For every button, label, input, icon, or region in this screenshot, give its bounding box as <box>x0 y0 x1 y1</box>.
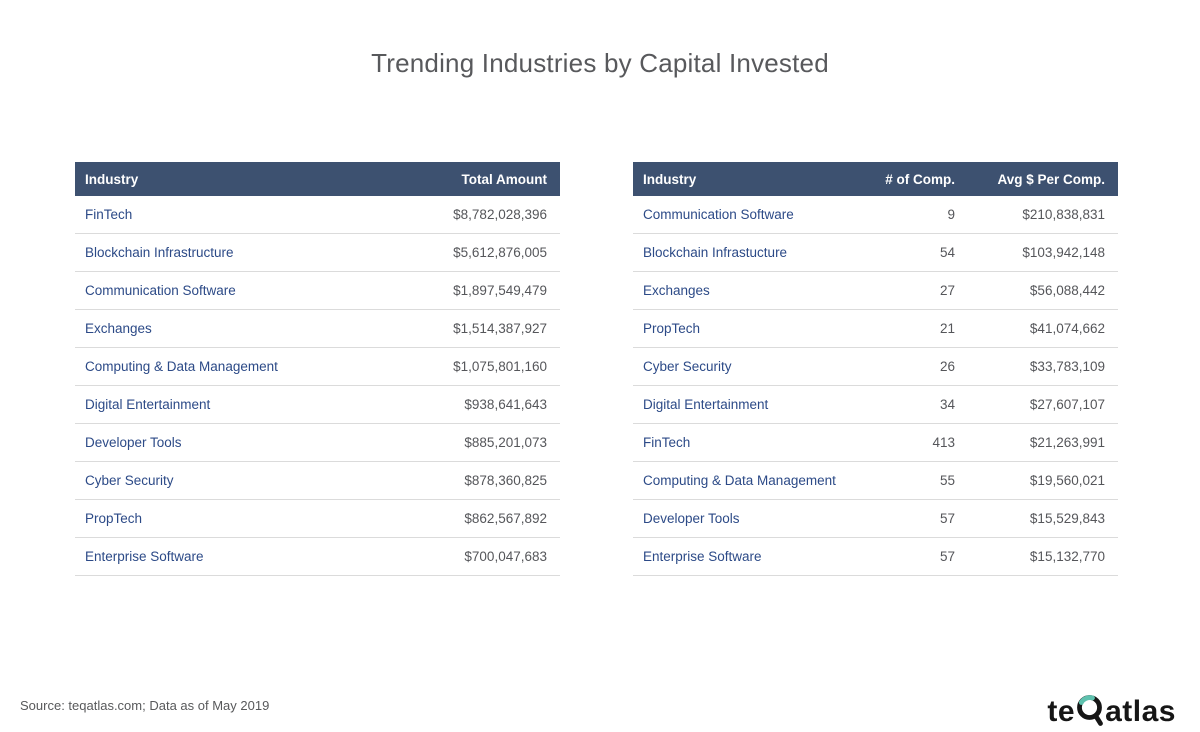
industry-cell: PropTech <box>643 321 701 336</box>
table-row: Digital Entertainment $938,641,643 <box>75 386 560 424</box>
logo-text-pre: te <box>1047 695 1076 728</box>
amount-cell: $1,075,801,160 <box>453 359 547 374</box>
avg-cell: $19,560,021 <box>1029 473 1105 488</box>
table-row: Blockchain Infrastructure $5,612,876,005 <box>75 234 560 272</box>
industry-cell: Computing & Data Management <box>643 473 836 488</box>
industry-cell: Digital Entertainment <box>85 397 211 412</box>
table-row: Enterprise Software $700,047,683 <box>75 538 560 576</box>
table-row: Cyber Security 26 $33,783,109 <box>633 348 1118 386</box>
avg-cell: $27,607,107 <box>1029 397 1105 412</box>
table-row: Developer Tools $885,201,073 <box>75 424 560 462</box>
avg-cell: $33,783,109 <box>1029 359 1105 374</box>
table-row: Digital Entertainment 34 $27,607,107 <box>633 386 1118 424</box>
avg-cell: $103,942,148 <box>1022 245 1105 260</box>
column-header-num-comp: # of Comp. <box>885 171 955 187</box>
industry-cell: Computing & Data Management <box>85 359 278 374</box>
avg-cell: $21,263,991 <box>1029 435 1105 450</box>
avg-cell: $15,132,770 <box>1029 549 1105 564</box>
amount-cell: $862,567,892 <box>464 511 547 526</box>
table-row: Developer Tools 57 $15,529,843 <box>633 500 1118 538</box>
industry-cell: Blockchain Infrastructure <box>85 245 234 260</box>
num-comp-cell: 54 <box>939 245 955 260</box>
num-comp-cell: 413 <box>932 435 955 450</box>
industry-cell: Enterprise Software <box>85 549 204 564</box>
avg-cell: $210,838,831 <box>1022 207 1105 222</box>
industry-cell: Cyber Security <box>85 473 174 488</box>
industry-cell: Communication Software <box>643 207 794 222</box>
column-header-total-amount: Total Amount <box>461 171 547 187</box>
industry-cell: Exchanges <box>85 321 152 336</box>
table-row: Blockchain Infrastucture 54 $103,942,148 <box>633 234 1118 272</box>
industry-cell: FinTech <box>85 207 133 222</box>
avg-cell: $56,088,442 <box>1029 283 1105 298</box>
num-comp-cell: 21 <box>939 321 955 336</box>
amount-cell: $700,047,683 <box>464 549 547 564</box>
amount-cell: $5,612,876,005 <box>453 245 547 260</box>
table-row: Cyber Security $878,360,825 <box>75 462 560 500</box>
table-row: Computing & Data Management $1,075,801,1… <box>75 348 560 386</box>
num-comp-cell: 55 <box>939 473 955 488</box>
table-row: FinTech 413 $21,263,991 <box>633 424 1118 462</box>
source-note: Source: teqatlas.com; Data as of May 201… <box>20 698 270 713</box>
table-row: Exchanges 27 $56,088,442 <box>633 272 1118 310</box>
industry-cell: Exchanges <box>643 283 710 298</box>
industry-cell: Developer Tools <box>643 511 740 526</box>
industry-cell: PropTech <box>85 511 143 526</box>
page-title: Trending Industries by Capital Invested <box>371 48 829 78</box>
amount-cell: $885,201,073 <box>464 435 547 450</box>
teqatlas-logo: te atlas <box>1047 693 1176 729</box>
industry-cell: Digital Entertainment <box>643 397 769 412</box>
num-comp-cell: 9 <box>947 207 955 222</box>
industry-cell: FinTech <box>643 435 691 450</box>
column-header-industry: Industry <box>643 171 697 187</box>
num-comp-cell: 57 <box>939 549 955 564</box>
amount-cell: $878,360,825 <box>464 473 547 488</box>
table-row: Exchanges $1,514,387,927 <box>75 310 560 348</box>
industry-cell: Blockchain Infrastucture <box>643 245 788 260</box>
industry-cell: Enterprise Software <box>643 549 762 564</box>
logo-text-post: atlas <box>1105 695 1176 728</box>
table-header-row: Industry # of Comp. Avg $ Per Comp. <box>633 162 1118 196</box>
amount-cell: $938,641,643 <box>464 397 547 412</box>
amount-cell: $1,897,549,479 <box>453 283 547 298</box>
total-amount-table: Industry Total Amount FinTech $8,782,028… <box>75 162 560 576</box>
industry-cell: Developer Tools <box>85 435 182 450</box>
table-header-row: Industry Total Amount <box>75 162 560 196</box>
table-row: PropTech 21 $41,074,662 <box>633 310 1118 348</box>
amount-cell: $8,782,028,396 <box>453 207 547 222</box>
num-comp-cell: 27 <box>939 283 955 298</box>
num-comp-cell: 57 <box>939 511 955 526</box>
num-comp-cell: 26 <box>939 359 955 374</box>
table-row: FinTech $8,782,028,396 <box>75 196 560 234</box>
column-header-industry: Industry <box>85 171 139 187</box>
table-row: PropTech $862,567,892 <box>75 500 560 538</box>
table-row: Communication Software $1,897,549,479 <box>75 272 560 310</box>
logo-q-icon <box>1077 695 1104 726</box>
num-comp-cell: 34 <box>939 397 955 412</box>
column-header-avg-per-comp: Avg $ Per Comp. <box>997 171 1105 187</box>
table-row: Enterprise Software 57 $15,132,770 <box>633 538 1118 576</box>
avg-cell: $41,074,662 <box>1029 321 1105 336</box>
table-row: Computing & Data Management 55 $19,560,0… <box>633 462 1118 500</box>
industry-cell: Cyber Security <box>643 359 732 374</box>
table-row: Communication Software 9 $210,838,831 <box>633 196 1118 234</box>
amount-cell: $1,514,387,927 <box>453 321 547 336</box>
industry-cell: Communication Software <box>85 283 236 298</box>
avg-per-company-table: Industry # of Comp. Avg $ Per Comp. Comm… <box>633 162 1118 576</box>
avg-cell: $15,529,843 <box>1029 511 1105 526</box>
